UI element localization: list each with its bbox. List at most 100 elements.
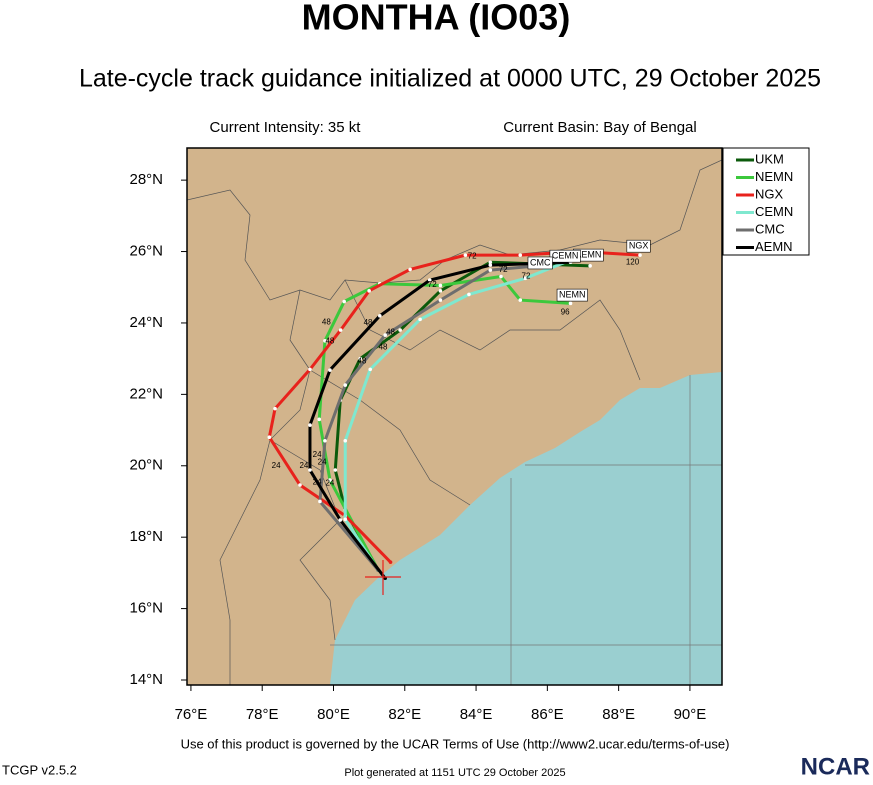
track-point bbox=[427, 278, 432, 282]
hour-label: 72 bbox=[522, 272, 531, 281]
footer: Use of this product is governed by the U… bbox=[181, 736, 730, 751]
track-point bbox=[408, 267, 412, 272]
track-tag-box bbox=[626, 239, 651, 253]
ocean bbox=[330, 372, 722, 685]
hour-label: 48 bbox=[322, 317, 331, 326]
track-point bbox=[368, 367, 373, 372]
info-right: Current Basin: Bay of Bengal bbox=[503, 119, 696, 136]
border bbox=[219, 289, 311, 685]
hour-label: 48 bbox=[325, 336, 334, 345]
track-point bbox=[308, 468, 312, 472]
track-point bbox=[338, 328, 343, 332]
hour-label: 72 bbox=[428, 280, 437, 289]
tracks bbox=[267, 249, 642, 581]
track-point bbox=[343, 517, 348, 522]
track-point bbox=[518, 298, 523, 302]
track-point bbox=[333, 468, 338, 472]
track-point bbox=[338, 518, 343, 522]
track-point bbox=[438, 289, 443, 293]
legend-label: CEMN bbox=[755, 204, 793, 219]
x-tick-label: 76°E bbox=[175, 706, 208, 723]
plot-frame bbox=[186, 147, 723, 686]
version: TCGP v2.5.2 bbox=[2, 762, 77, 777]
track-tag: CMC bbox=[530, 257, 551, 267]
track-point bbox=[438, 298, 443, 302]
info-left: Current Intensity: 35 kt bbox=[210, 119, 362, 136]
track-point bbox=[328, 368, 332, 372]
y-tick-label: 26°N bbox=[129, 243, 163, 260]
track-point bbox=[318, 499, 322, 504]
subtitle: Late-cycle track guidance initialized at… bbox=[79, 65, 821, 93]
track-tag-box bbox=[527, 256, 553, 270]
track-point bbox=[343, 383, 348, 387]
axes: 76°E 78°E 80°E 82°E 84°E 86°E 88°E 90°E 14°N 16°N… bbox=[129, 171, 706, 723]
hour-label: 48 bbox=[364, 318, 373, 327]
legend-label: UKM bbox=[755, 151, 784, 166]
y-tick-label: 14°N bbox=[129, 671, 163, 688]
y-tick-label: 22°N bbox=[129, 385, 163, 402]
track-point bbox=[388, 560, 393, 564]
x-tick-label: 80°E bbox=[317, 706, 350, 723]
hour-label: 24 bbox=[272, 461, 281, 470]
y-tick-label: 16°N bbox=[129, 600, 163, 617]
track-point bbox=[488, 263, 493, 267]
hour-label: 96 bbox=[561, 307, 570, 316]
track-point bbox=[308, 367, 312, 372]
y-tick-label: 18°N bbox=[129, 528, 163, 545]
track-point bbox=[328, 478, 332, 482]
x-tick-label: 88°E bbox=[602, 706, 635, 723]
y-tick-label: 20°N bbox=[129, 457, 163, 474]
track-point bbox=[588, 264, 592, 268]
track-point bbox=[499, 274, 503, 279]
track-point bbox=[358, 356, 363, 361]
hour-label: 72 bbox=[499, 265, 508, 274]
x-tick-label: 90°E bbox=[674, 706, 707, 723]
track-point bbox=[323, 438, 327, 443]
track-tag: NGX bbox=[629, 241, 649, 251]
legend-entries: UKM NEMN NGX CEMN CMC AEMN bbox=[736, 151, 793, 254]
track-point bbox=[378, 314, 382, 318]
track-tag: CEMN bbox=[552, 251, 579, 261]
track-line bbox=[318, 263, 546, 572]
track-tag: AEMN bbox=[575, 249, 601, 259]
legend bbox=[722, 147, 810, 256]
y-tick-label: 24°N bbox=[129, 314, 163, 331]
track-point bbox=[383, 333, 387, 337]
border bbox=[344, 279, 641, 381]
hour-label: 24 bbox=[313, 450, 322, 459]
track-point bbox=[488, 268, 493, 272]
track-point bbox=[343, 438, 348, 443]
track-tag-box bbox=[549, 249, 581, 263]
track-point bbox=[463, 253, 468, 257]
track-point bbox=[523, 276, 528, 281]
logo: NCAR bbox=[801, 753, 870, 780]
hour-label: 48 bbox=[386, 327, 395, 336]
track-point bbox=[308, 423, 312, 427]
grid-line bbox=[330, 375, 722, 685]
y-tick-label: 28°N bbox=[129, 171, 163, 188]
hour-label: 48 bbox=[379, 342, 388, 351]
x-tick-label: 82°E bbox=[388, 706, 421, 723]
track-tag-box bbox=[556, 288, 588, 302]
track-point bbox=[273, 406, 277, 411]
x-tick-label: 78°E bbox=[246, 706, 279, 723]
track-point bbox=[398, 328, 402, 332]
legend-label: NEMN bbox=[755, 169, 793, 184]
border bbox=[269, 439, 341, 641]
hour-label: 24 bbox=[299, 461, 308, 470]
legend-label: AEMN bbox=[755, 239, 793, 254]
title: MONTHA (IO03) bbox=[302, 0, 571, 38]
hour-label: 24 bbox=[325, 479, 334, 488]
x-tick-label: 86°E bbox=[531, 706, 564, 723]
track-point bbox=[488, 260, 493, 265]
track-point bbox=[298, 483, 302, 487]
track-point bbox=[438, 283, 443, 288]
generated: Plot generated at 1151 UTC 29 October 20… bbox=[344, 767, 565, 779]
annotations: 727272729612096484848484848242424242424N… bbox=[272, 239, 651, 488]
track-point bbox=[342, 299, 346, 304]
track-point bbox=[467, 292, 471, 297]
hour-label: 24 bbox=[313, 477, 322, 486]
x-tick-label: 84°E bbox=[460, 706, 493, 723]
